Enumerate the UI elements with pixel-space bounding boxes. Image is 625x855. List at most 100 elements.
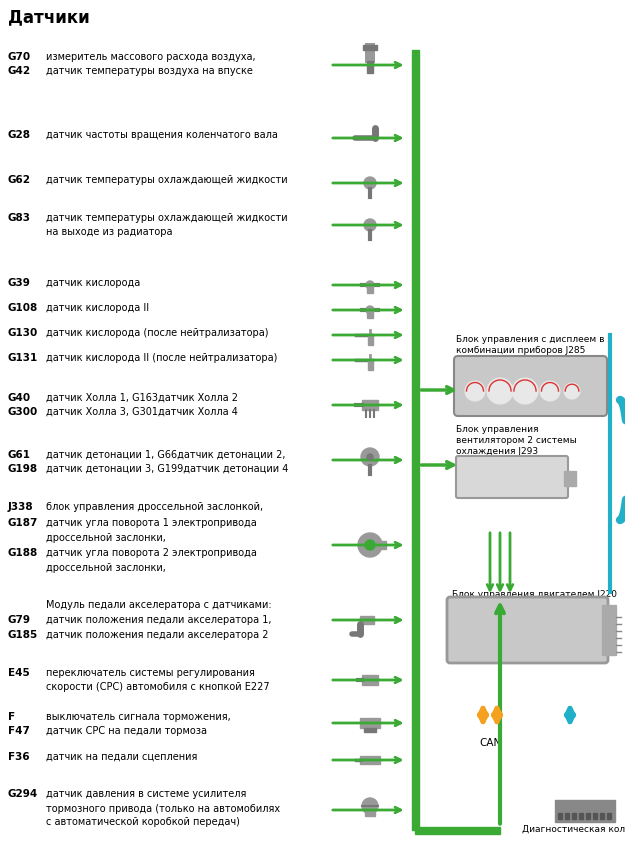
FancyBboxPatch shape: [454, 356, 607, 416]
Circle shape: [358, 533, 382, 557]
Text: тормозного привода (только на автомобилях: тормозного привода (только на автомобиля…: [46, 804, 280, 814]
Text: G300: G300: [8, 407, 38, 417]
Text: датчик положения педали акселератора 2: датчик положения педали акселератора 2: [46, 630, 269, 640]
Text: Модуль педали акселератора с датчиками:: Модуль педали акселератора с датчиками:: [46, 600, 272, 610]
Text: E45: E45: [8, 668, 30, 678]
Bar: [365, 808, 375, 816]
Bar: [368, 335, 373, 345]
Circle shape: [487, 378, 513, 404]
Circle shape: [367, 454, 373, 460]
Bar: [600, 813, 604, 819]
Bar: [602, 605, 616, 655]
Text: G83: G83: [8, 213, 31, 223]
Text: G130: G130: [8, 328, 38, 338]
Bar: [593, 813, 597, 819]
Text: Блок управления с дисплеем в
комбинации приборов J285: Блок управления с дисплеем в комбинации …: [456, 335, 604, 355]
Text: датчик СРС на педали тормоза: датчик СРС на педали тормоза: [46, 726, 207, 736]
Circle shape: [366, 281, 374, 289]
FancyBboxPatch shape: [456, 456, 568, 498]
Circle shape: [366, 306, 374, 314]
Text: скорости (СРС) автомобиля с кнопкой E227: скорости (СРС) автомобиля с кнопкой E227: [46, 682, 269, 692]
Text: с автоматической коробкой передач): с автоматической коробкой передач): [46, 817, 240, 827]
Bar: [360, 756, 380, 764]
Circle shape: [362, 798, 378, 814]
Bar: [367, 61, 373, 73]
Text: Диагностическая колодка: Диагностическая колодка: [522, 825, 625, 834]
Bar: [411, 50, 419, 830]
Text: дроссельной заслонки,: дроссельной заслонки,: [46, 533, 166, 543]
Text: выключатель сигнала торможения,: выключатель сигнала торможения,: [46, 712, 231, 722]
Text: Блок управления двигателем J220: Блок управления двигателем J220: [452, 590, 617, 599]
Circle shape: [564, 383, 580, 399]
Text: датчик температуры воздуха на впуске: датчик температуры воздуха на впуске: [46, 66, 253, 76]
Text: G61: G61: [8, 450, 31, 460]
Bar: [368, 360, 373, 370]
Bar: [362, 400, 378, 410]
Bar: [565, 813, 569, 819]
Text: датчик кислорода II (после нейтрализатора): датчик кислорода II (после нейтрализатор…: [46, 353, 278, 363]
Text: G131: G131: [8, 353, 38, 363]
Bar: [364, 728, 376, 732]
Circle shape: [361, 448, 379, 466]
Bar: [360, 616, 374, 624]
Bar: [579, 813, 583, 819]
Text: датчик кислорода: датчик кислорода: [46, 278, 140, 288]
Text: G185: G185: [8, 630, 38, 640]
Text: датчик температуры охлаждающей жидкости: датчик температуры охлаждающей жидкости: [46, 213, 288, 223]
Text: G62: G62: [8, 175, 31, 185]
Circle shape: [364, 219, 376, 231]
Text: датчик угла поворота 1 электропривода: датчик угла поворота 1 электропривода: [46, 518, 257, 528]
Bar: [555, 800, 615, 822]
Text: блок управления дроссельной заслонкой,: блок управления дроссельной заслонкой,: [46, 502, 263, 512]
Text: G79: G79: [8, 615, 31, 625]
FancyBboxPatch shape: [447, 597, 608, 663]
Text: датчик частоты вращения коленчатого вала: датчик частоты вращения коленчатого вала: [46, 130, 278, 140]
Text: на выходе из радиатора: на выходе из радиатора: [46, 227, 172, 237]
Text: Датчики: Датчики: [8, 8, 90, 26]
Text: G188: G188: [8, 548, 38, 558]
Bar: [607, 813, 611, 819]
Text: Блок управления
вентилятором 2 системы
охлаждения J293: Блок управления вентилятором 2 системы о…: [456, 425, 577, 457]
Text: G294: G294: [8, 789, 38, 799]
Text: J338: J338: [8, 502, 34, 512]
Bar: [367, 310, 373, 318]
Text: G39: G39: [8, 278, 31, 288]
Text: F: F: [8, 712, 15, 722]
Bar: [362, 675, 378, 685]
Text: датчик детонации 3, G199датчик детонации 4: датчик детонации 3, G199датчик детонации…: [46, 464, 288, 474]
Bar: [415, 827, 500, 834]
Text: G28: G28: [8, 130, 31, 140]
Text: датчик кислорода II: датчик кислорода II: [46, 303, 149, 313]
Circle shape: [465, 381, 485, 401]
Text: F36: F36: [8, 752, 29, 762]
Text: CAN: CAN: [479, 738, 501, 748]
Text: измеритель массового расхода воздуха,: измеритель массового расхода воздуха,: [46, 52, 256, 62]
Text: датчик на педали сцепления: датчик на педали сцепления: [46, 752, 198, 762]
Bar: [360, 718, 380, 728]
Text: датчик Холла 3, G301датчик Холла 4: датчик Холла 3, G301датчик Холла 4: [46, 407, 238, 417]
Circle shape: [540, 381, 560, 401]
Text: G42: G42: [8, 66, 31, 76]
Bar: [586, 813, 590, 819]
Bar: [558, 813, 562, 819]
Text: G198: G198: [8, 464, 38, 474]
Bar: [378, 541, 386, 549]
Circle shape: [364, 177, 376, 189]
Text: дроссельной заслонки,: дроссельной заслонки,: [46, 563, 166, 573]
Text: G40: G40: [8, 393, 31, 403]
Text: F47: F47: [8, 726, 30, 736]
Text: G70: G70: [8, 52, 31, 62]
Text: датчик детонации 1, G66датчик детонации 2,: датчик детонации 1, G66датчик детонации …: [46, 450, 286, 460]
Text: G108: G108: [8, 303, 38, 313]
Bar: [367, 285, 373, 293]
Text: G187: G187: [8, 518, 38, 528]
Text: датчик температуры охлаждающей жидкости: датчик температуры охлаждающей жидкости: [46, 175, 288, 185]
Text: датчик кислорода (после нейтрализатора): датчик кислорода (после нейтрализатора): [46, 328, 269, 338]
Bar: [572, 813, 576, 819]
Bar: [365, 43, 375, 63]
Circle shape: [365, 540, 375, 550]
Circle shape: [512, 378, 538, 404]
Text: переключатель системы регулирования: переключатель системы регулирования: [46, 668, 255, 678]
Text: датчик положения педали акселератора 1,: датчик положения педали акселератора 1,: [46, 615, 271, 625]
Text: датчик давления в системе усилителя: датчик давления в системе усилителя: [46, 789, 246, 799]
